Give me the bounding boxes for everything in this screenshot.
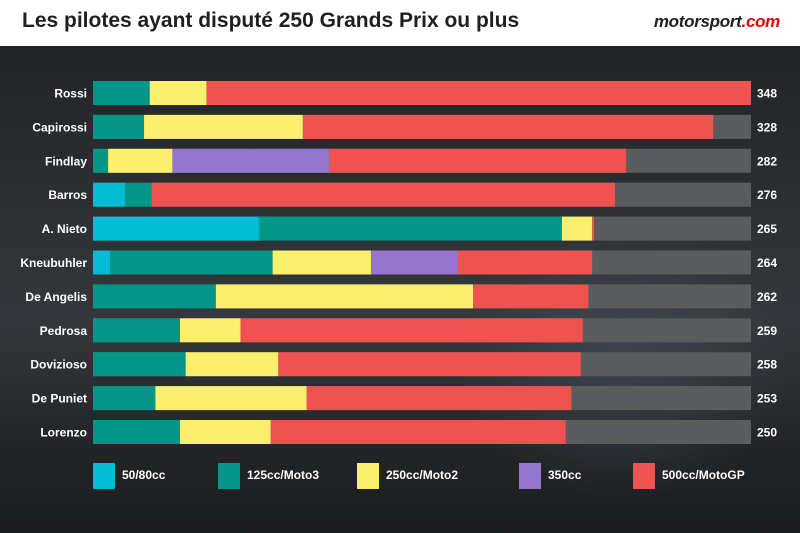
category-label-findlay: Findlay: [45, 154, 87, 168]
total-label-de-angelis: 262: [757, 290, 777, 304]
bar-segment-a-nieto-50-80cc: [93, 216, 260, 241]
bar-segment-a-nieto-500cc-motogp: [592, 216, 595, 241]
bar-segment-de-angelis-125cc-moto3: [93, 284, 216, 309]
bar-segment-kneubuhler-350cc: [370, 250, 458, 275]
total-label-a-nieto: 265: [757, 222, 777, 236]
category-label-de-angelis: De Angelis: [25, 290, 87, 304]
legend-label-350cc: 350cc: [548, 468, 582, 482]
bar-segment-de-puniet-125cc-moto3: [93, 386, 156, 411]
bar-segment-a-nieto-125cc-moto3: [259, 216, 562, 241]
total-label-lorenzo: 250: [757, 426, 777, 440]
bar-segment-lorenzo-125cc-moto3: [93, 420, 180, 444]
legend-swatch-500cc-motogp: [633, 463, 655, 489]
bar-segment-lorenzo-250cc-moto2: [179, 420, 271, 444]
bar-segment-kneubuhler-50-80cc: [93, 250, 111, 275]
legend-label-250cc-moto2: 250cc/Moto2: [386, 468, 459, 482]
total-label-dovizioso: 258: [757, 358, 777, 372]
brand-prefix: motorsport: [653, 12, 742, 31]
bar-segment-pedrosa-500cc-motogp: [240, 318, 583, 343]
bar-segment-de-angelis-500cc-motogp: [473, 284, 589, 309]
bar-segment-findlay-250cc-moto2: [108, 148, 173, 173]
brand-logo: motorsport.com: [654, 12, 780, 32]
total-label-barros: 276: [757, 188, 777, 202]
bar-segment-findlay-125cc-moto3: [93, 148, 109, 173]
bar-segment-capirossi-125cc-moto3: [93, 114, 145, 139]
bar-segment-barros-125cc-moto3: [125, 182, 152, 207]
category-label-barros: Barros: [48, 188, 87, 202]
total-label-capirossi: 328: [757, 120, 777, 134]
bar-segment-kneubuhler-500cc-motogp: [457, 250, 593, 275]
category-label-dovizioso: Dovizioso: [30, 358, 87, 372]
legend: 50/80cc 125cc/Moto3 250cc/Moto2 350cc 50…: [0, 463, 800, 491]
legend-label-50-80cc: 50/80cc: [122, 468, 166, 482]
brand-suffix: .com: [741, 12, 781, 31]
total-label-kneubuhler: 264: [757, 256, 777, 270]
bar-segment-rossi-250cc-moto2: [149, 81, 207, 105]
title-bar: Les pilotes ayant disputé 250 Grands Pri…: [0, 0, 800, 46]
chart-title: Les pilotes ayant disputé 250 Grands Pri…: [22, 9, 520, 32]
total-label-rossi: 348: [757, 87, 777, 101]
bar-segment-kneubuhler-250cc-moto2: [272, 250, 371, 275]
bar-segment-a-nieto-250cc-moto2: [561, 216, 593, 241]
legend-swatch-350cc: [519, 463, 541, 489]
category-label-rossi: Rossi: [54, 87, 87, 101]
bar-segment-lorenzo-500cc-motogp: [270, 420, 566, 444]
bar-segment-dovizioso-250cc-moto2: [185, 352, 279, 377]
category-label-capirossi: Capirossi: [32, 120, 87, 134]
category-label-pedrosa: Pedrosa: [40, 324, 88, 338]
legend-swatch-250cc-moto2: [357, 463, 379, 489]
bar-segment-kneubuhler-125cc-moto3: [110, 250, 273, 275]
bar-segment-findlay-350cc: [172, 148, 330, 173]
bar-segment-dovizioso-125cc-moto3: [93, 352, 186, 377]
bar-segment-dovizioso-500cc-motogp: [278, 352, 581, 377]
bar-segment-barros-50-80cc: [93, 182, 126, 207]
bar-segment-de-puniet-250cc-moto2: [155, 386, 307, 411]
bar-segment-rossi-125cc-moto3: [93, 81, 150, 105]
bar-segment-pedrosa-250cc-moto2: [179, 318, 241, 343]
bar-segment-de-puniet-500cc-motogp: [306, 386, 572, 411]
category-label-a-nieto: A. Nieto: [42, 222, 87, 236]
legend-label-125cc-moto3: 125cc/Moto3: [247, 468, 320, 482]
bar-segment-barros-500cc-motogp: [151, 182, 615, 207]
bar-segment-findlay-500cc-motogp: [329, 148, 627, 173]
total-label-findlay: 282: [757, 154, 777, 168]
legend-swatch-50-80cc: [93, 463, 115, 489]
bar-segment-de-angelis-250cc-moto2: [215, 284, 474, 309]
total-label-pedrosa: 259: [757, 324, 777, 338]
total-label-de-puniet: 253: [757, 392, 777, 406]
bar-segment-capirossi-250cc-moto2: [144, 114, 303, 139]
legend-label-500cc-motogp: 500cc/MotoGP: [662, 468, 745, 482]
bar-segment-pedrosa-125cc-moto3: [93, 318, 180, 343]
category-label-de-puniet: De Puniet: [32, 392, 87, 406]
legend-swatch-125cc-moto3: [218, 463, 240, 489]
category-label-lorenzo: Lorenzo: [40, 426, 87, 440]
bar-segment-rossi-500cc-motogp: [206, 81, 752, 105]
bar-segment-capirossi-500cc-motogp: [302, 114, 714, 139]
category-label-kneubuhler: Kneubuhler: [20, 256, 87, 270]
